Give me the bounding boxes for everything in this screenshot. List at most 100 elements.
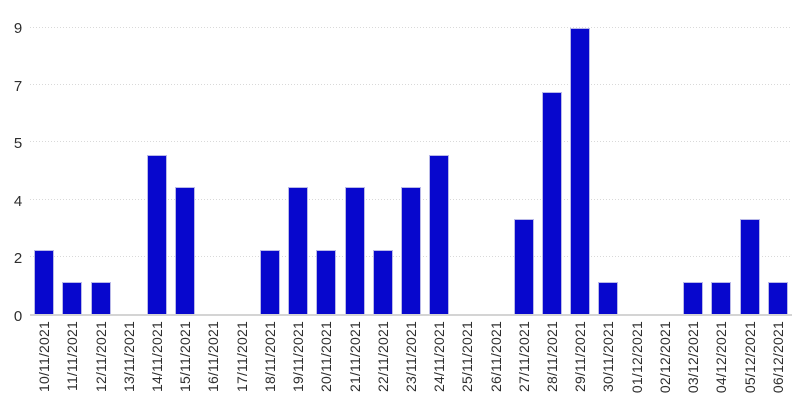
bar-slot <box>764 28 792 314</box>
bar-slot <box>651 28 679 314</box>
gridline <box>30 84 792 86</box>
bar-slot <box>58 28 86 314</box>
bar-slot <box>115 28 143 314</box>
bar <box>570 28 591 314</box>
x-axis-label-slot: 03/12/2021 <box>679 321 707 408</box>
y-axis-tick-label: 0 <box>13 308 22 325</box>
gridline <box>30 141 792 143</box>
bar-slot <box>538 28 566 314</box>
bar-slot <box>397 28 425 314</box>
x-axis-label-slot: 17/11/2021 <box>228 321 256 408</box>
y-axis-tick-label: 7 <box>13 77 22 95</box>
y-axis-tick-label: 4 <box>13 192 22 210</box>
x-axis-labels: 10/11/2021 11/11/2021 12/11/2021 13/11/2021… <box>30 321 792 408</box>
x-axis-label-slot: 27/11/2021 <box>510 321 538 408</box>
x-axis-label-slot: 15/11/2021 <box>171 321 199 408</box>
x-axis-label-slot: 25/11/2021 <box>453 321 481 408</box>
x-axis-tick-label: 04/12/2021 <box>713 321 730 394</box>
bar <box>316 250 337 314</box>
x-axis-tick-label: 27/11/2021 <box>515 321 532 393</box>
x-axis-label-slot: 04/12/2021 <box>707 321 735 408</box>
y-axis-tick-label: 5 <box>13 135 22 153</box>
x-axis-tick-label: 11/11/2021 <box>64 321 81 391</box>
x-axis-label-slot: 29/11/2021 <box>566 321 594 408</box>
x-axis-label-slot: 14/11/2021 <box>143 321 171 408</box>
x-axis-tick-label: 15/11/2021 <box>177 321 194 393</box>
y-axis-tick-label: 2 <box>13 250 22 268</box>
bar-slot <box>256 28 284 314</box>
x-axis-tick-label: 29/11/2021 <box>572 321 589 393</box>
bar-slot <box>735 28 763 314</box>
bar <box>288 186 309 314</box>
bar <box>175 186 196 314</box>
x-axis-label-slot: 24/11/2021 <box>425 321 453 408</box>
bar-slot <box>594 28 622 314</box>
bar <box>90 282 111 314</box>
bar-slot <box>30 28 58 314</box>
bar-slot <box>171 28 199 314</box>
bar-slot <box>510 28 538 314</box>
x-axis-tick-label: 26/11/2021 <box>487 321 504 393</box>
x-axis-tick-label: 23/11/2021 <box>402 321 419 393</box>
x-axis-label-slot: 21/11/2021 <box>340 321 368 408</box>
x-axis-label-slot: 23/11/2021 <box>397 321 425 408</box>
bar-slot <box>284 28 312 314</box>
x-axis-tick-label: 10/11/2021 <box>36 321 53 393</box>
bar <box>400 186 421 314</box>
x-axis-label-slot: 19/11/2021 <box>284 321 312 408</box>
x-axis-tick-label: 17/11/2021 <box>233 321 250 393</box>
bar-slot <box>143 28 171 314</box>
x-axis-tick-label: 25/11/2021 <box>459 321 476 393</box>
bar-slot <box>679 28 707 314</box>
bar-slot <box>623 28 651 314</box>
x-axis-label-slot: 26/11/2021 <box>482 321 510 408</box>
bar-slot <box>482 28 510 314</box>
bar <box>344 186 365 314</box>
x-axis-tick-label: 28/11/2021 <box>544 321 561 393</box>
bars-container <box>30 28 792 314</box>
bar <box>372 250 393 314</box>
x-axis-label-slot: 05/12/2021 <box>735 321 763 408</box>
plot-area <box>30 27 792 316</box>
x-axis-label-slot: 06/12/2021 <box>764 321 792 408</box>
x-axis-label-slot: 13/11/2021 <box>115 321 143 408</box>
x-axis-label-slot: 01/12/2021 <box>623 321 651 408</box>
bar <box>34 250 55 314</box>
bar <box>711 282 732 314</box>
bar <box>259 250 280 314</box>
x-axis-tick-label: 14/11/2021 <box>148 321 165 393</box>
x-axis-label-slot: 30/11/2021 <box>594 321 622 408</box>
x-axis-tick-label: 12/11/2021 <box>92 321 109 393</box>
bar <box>429 155 450 314</box>
x-axis-tick-label: 30/11/2021 <box>600 321 617 393</box>
bar-slot <box>566 28 594 314</box>
bar <box>146 155 167 314</box>
y-axis-tick-label: 9 <box>13 20 22 37</box>
x-axis-tick-label: 20/11/2021 <box>318 321 335 393</box>
x-axis-label-slot: 02/12/2021 <box>651 321 679 408</box>
bar-slot <box>228 28 256 314</box>
bar <box>62 282 83 314</box>
bar <box>598 282 619 314</box>
bar <box>767 282 788 314</box>
x-axis-label-slot: 28/11/2021 <box>538 321 566 408</box>
x-axis-tick-label: 21/11/2021 <box>346 321 363 393</box>
bar <box>683 282 704 314</box>
bar-slot <box>86 28 114 314</box>
x-axis-tick-label: 06/12/2021 <box>769 321 786 394</box>
x-axis-label-slot: 10/11/2021 <box>30 321 58 408</box>
gridline <box>30 27 792 28</box>
x-axis-tick-label: 05/12/2021 <box>741 321 758 394</box>
x-axis-label-slot: 11/11/2021 <box>58 321 86 408</box>
x-axis-tick-label: 19/11/2021 <box>290 321 307 393</box>
x-axis-label-slot: 18/11/2021 <box>256 321 284 408</box>
bar-slot <box>369 28 397 314</box>
x-axis-label-slot: 12/11/2021 <box>86 321 114 408</box>
x-axis-label-slot: 22/11/2021 <box>369 321 397 408</box>
bar <box>542 91 563 314</box>
bar-slot <box>340 28 368 314</box>
bar-slot <box>312 28 340 314</box>
x-axis-tick-label: 22/11/2021 <box>374 321 391 393</box>
bar-slot <box>425 28 453 314</box>
